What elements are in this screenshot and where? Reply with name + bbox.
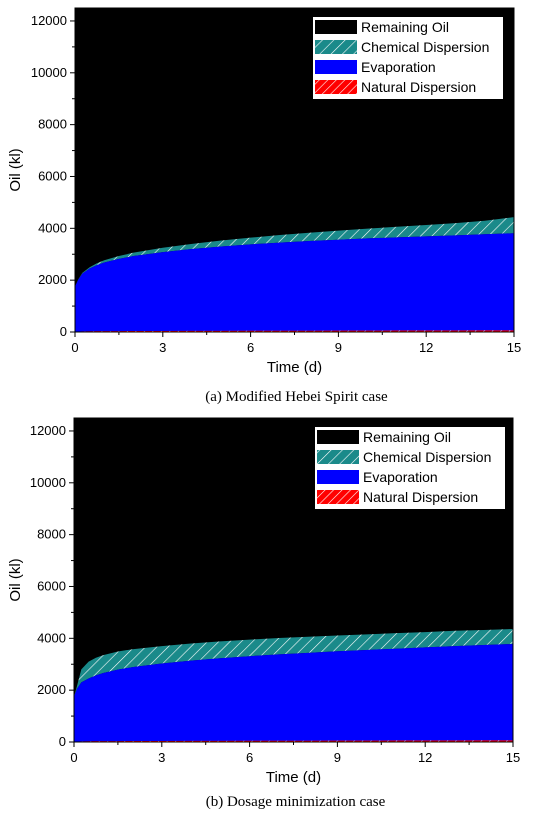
y-tick-label: 6000 (38, 168, 67, 183)
y-tick-label: 12000 (31, 13, 67, 28)
legend-label-chemical-dispersion: Chemical Dispersion (363, 449, 491, 465)
x-tick-label: 12 (419, 340, 433, 355)
y-axis-label: Oil (kl) (7, 558, 24, 601)
x-tick-label: 6 (247, 340, 254, 355)
y-tick-label: 0 (60, 324, 67, 339)
legend-label-remaining-oil: Remaining Oil (361, 19, 449, 35)
y-tick-label: 10000 (30, 475, 66, 490)
area-chemical-dispersion (75, 217, 514, 287)
x-tick-label: 6 (246, 750, 253, 765)
legend-swatch-chemical-dispersion (317, 450, 359, 464)
y-tick-label: 4000 (37, 630, 66, 645)
figure-caption: (a) Modified Hebei Spirit case (205, 389, 388, 405)
x-tick-label: 0 (71, 340, 78, 355)
y-tick-label: 2000 (37, 682, 66, 697)
legend-swatch-natural-dispersion (315, 80, 357, 94)
legend-swatch-evaporation (315, 60, 357, 74)
area-evaporation (75, 233, 514, 332)
legend-label-chemical-dispersion: Chemical Dispersion (361, 39, 489, 55)
chart-panel-b: 0 2000 4000 6000 8000 10000 12000 0 3 6 9 12 15 Time … (7, 417, 520, 810)
area-evaporation (74, 644, 513, 742)
legend-swatch-evaporation (317, 470, 359, 484)
y-tick-label: 8000 (38, 117, 67, 132)
y-tick-label: 8000 (37, 527, 66, 542)
legend-swatch-remaining-oil (315, 20, 357, 34)
area-chemical-dispersion (74, 628, 513, 697)
x-axis-label: Time (d) (267, 359, 322, 376)
legend-label-natural-dispersion: Natural Dispersion (363, 489, 478, 505)
x-tick-label: 0 (70, 750, 77, 765)
x-tick-label: 3 (159, 340, 166, 355)
x-tick-label: 3 (158, 750, 165, 765)
x-tick-label: 9 (334, 750, 341, 765)
y-tick-label: 2000 (38, 272, 67, 287)
legend-swatch-remaining-oil (317, 430, 359, 444)
legend-label-remaining-oil: Remaining Oil (363, 429, 451, 445)
y-tick-label: 6000 (37, 578, 66, 593)
figure-caption: (b) Dosage minimization case (206, 794, 386, 810)
y-tick-label: 0 (59, 734, 66, 749)
x-axis-label: Time (d) (266, 769, 321, 786)
legend-label-evaporation: Evaporation (363, 469, 438, 485)
y-axis-label: Oil (kl) (7, 148, 24, 191)
legend-label-natural-dispersion: Natural Dispersion (361, 79, 476, 95)
legend: Remaining Oil Chemical Dispersion Evaporat… (313, 17, 503, 99)
legend-swatch-chemical-dispersion (315, 40, 357, 54)
x-tick-label: 9 (335, 340, 342, 355)
y-tick-label: 12000 (30, 423, 66, 438)
legend-swatch-natural-dispersion (317, 490, 359, 504)
legend: Remaining Oil Chemical Dispersion Evaporat… (315, 427, 505, 509)
legend-label-evaporation: Evaporation (361, 59, 436, 75)
x-tick-label: 15 (507, 340, 521, 355)
y-tick-label: 10000 (31, 65, 67, 80)
x-tick-label: 15 (506, 750, 520, 765)
chart-panel-a: 0 2000 4000 6000 8000 10000 12000 0 3 6 9 12 15 Time … (7, 7, 521, 405)
y-tick-label: 4000 (38, 220, 67, 235)
x-tick-label: 12 (418, 750, 432, 765)
